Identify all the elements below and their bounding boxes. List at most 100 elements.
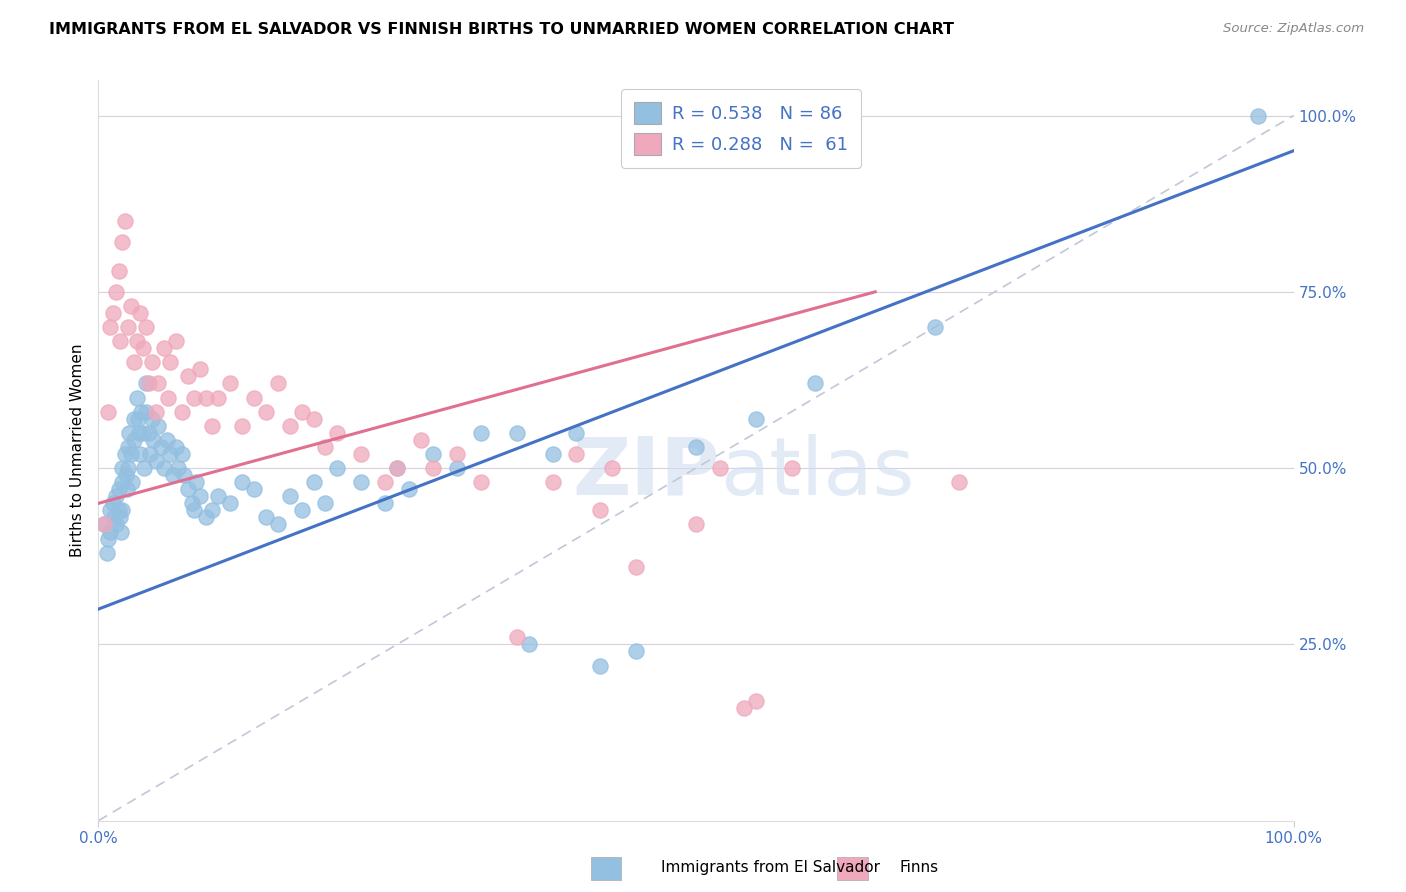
Point xyxy=(804,376,827,391)
Point xyxy=(121,475,143,490)
Point xyxy=(541,475,564,490)
Text: Finns: Finns xyxy=(900,861,939,875)
Point xyxy=(131,425,153,440)
Point xyxy=(114,214,136,228)
Point xyxy=(411,433,433,447)
Point xyxy=(506,425,529,440)
Point xyxy=(93,517,115,532)
Point xyxy=(141,355,163,369)
Point xyxy=(254,405,277,419)
Point xyxy=(149,440,172,454)
Point xyxy=(506,630,529,644)
Point xyxy=(565,425,588,440)
Legend: R = 0.538   N = 86, R = 0.288   N =  61: R = 0.538 N = 86, R = 0.288 N = 61 xyxy=(621,89,860,168)
Point xyxy=(302,475,325,490)
Point xyxy=(267,376,290,391)
Point xyxy=(219,376,242,391)
Point xyxy=(315,496,337,510)
Point xyxy=(135,320,157,334)
Point xyxy=(188,489,211,503)
Point xyxy=(709,461,731,475)
Point xyxy=(105,517,128,532)
Point xyxy=(101,496,124,510)
Point xyxy=(105,489,128,503)
Point xyxy=(138,425,160,440)
Point xyxy=(517,637,540,651)
Point xyxy=(127,411,149,425)
Point xyxy=(97,532,120,546)
Point xyxy=(98,320,122,334)
Point xyxy=(132,461,155,475)
Point xyxy=(97,405,120,419)
Point xyxy=(139,447,162,461)
Point xyxy=(541,447,564,461)
Point xyxy=(177,369,200,384)
Point xyxy=(125,334,148,348)
Text: IMMIGRANTS FROM EL SALVADOR VS FINNISH BIRTHS TO UNMARRIED WOMEN CORRELATION CHA: IMMIGRANTS FROM EL SALVADOR VS FINNISH B… xyxy=(49,22,955,37)
Point xyxy=(120,447,142,461)
Point xyxy=(108,510,131,524)
Point xyxy=(385,461,409,475)
Point xyxy=(661,144,683,158)
Text: Source: ZipAtlas.com: Source: ZipAtlas.com xyxy=(1223,22,1364,36)
Point xyxy=(172,405,194,419)
Point xyxy=(565,447,588,461)
Point xyxy=(165,334,187,348)
Point xyxy=(626,559,648,574)
Point xyxy=(162,468,184,483)
Point xyxy=(153,461,176,475)
Point xyxy=(124,411,146,425)
Point xyxy=(626,644,648,658)
Point xyxy=(267,517,290,532)
Point xyxy=(125,391,148,405)
Point xyxy=(685,440,707,454)
Point xyxy=(470,425,492,440)
Point xyxy=(131,405,153,419)
Point xyxy=(446,447,468,461)
Point xyxy=(98,524,122,539)
Point xyxy=(105,285,128,299)
Text: Immigrants from El Salvador: Immigrants from El Salvador xyxy=(661,861,880,875)
Point xyxy=(315,440,337,454)
Point xyxy=(167,461,190,475)
Text: ZIP: ZIP xyxy=(572,434,720,512)
Point xyxy=(159,447,181,461)
Point xyxy=(117,440,139,454)
Point xyxy=(142,433,165,447)
Point xyxy=(1247,109,1270,123)
Point xyxy=(111,503,134,517)
Point xyxy=(177,482,200,496)
Point xyxy=(129,306,152,320)
Point xyxy=(745,694,768,708)
Text: atlas: atlas xyxy=(720,434,914,512)
Point xyxy=(159,355,181,369)
Point xyxy=(145,454,167,468)
Point xyxy=(350,475,373,490)
Point xyxy=(183,391,205,405)
Point xyxy=(107,503,129,517)
Point xyxy=(108,334,131,348)
Point xyxy=(470,475,492,490)
Point xyxy=(326,461,349,475)
Point xyxy=(128,425,150,440)
Point xyxy=(111,475,134,490)
Point xyxy=(117,320,139,334)
Point xyxy=(124,433,146,447)
Point xyxy=(254,510,277,524)
Point xyxy=(129,447,152,461)
Point xyxy=(155,433,177,447)
Point xyxy=(201,418,224,433)
Point xyxy=(111,461,134,475)
Point xyxy=(165,440,187,454)
Point xyxy=(207,391,229,405)
Point xyxy=(207,489,229,503)
Point xyxy=(398,482,420,496)
Point xyxy=(107,482,129,496)
Point xyxy=(589,658,612,673)
Point xyxy=(107,263,129,277)
Point xyxy=(291,405,314,419)
Point xyxy=(231,418,253,433)
Point xyxy=(924,320,946,334)
Point xyxy=(96,546,118,560)
Point xyxy=(602,461,624,475)
